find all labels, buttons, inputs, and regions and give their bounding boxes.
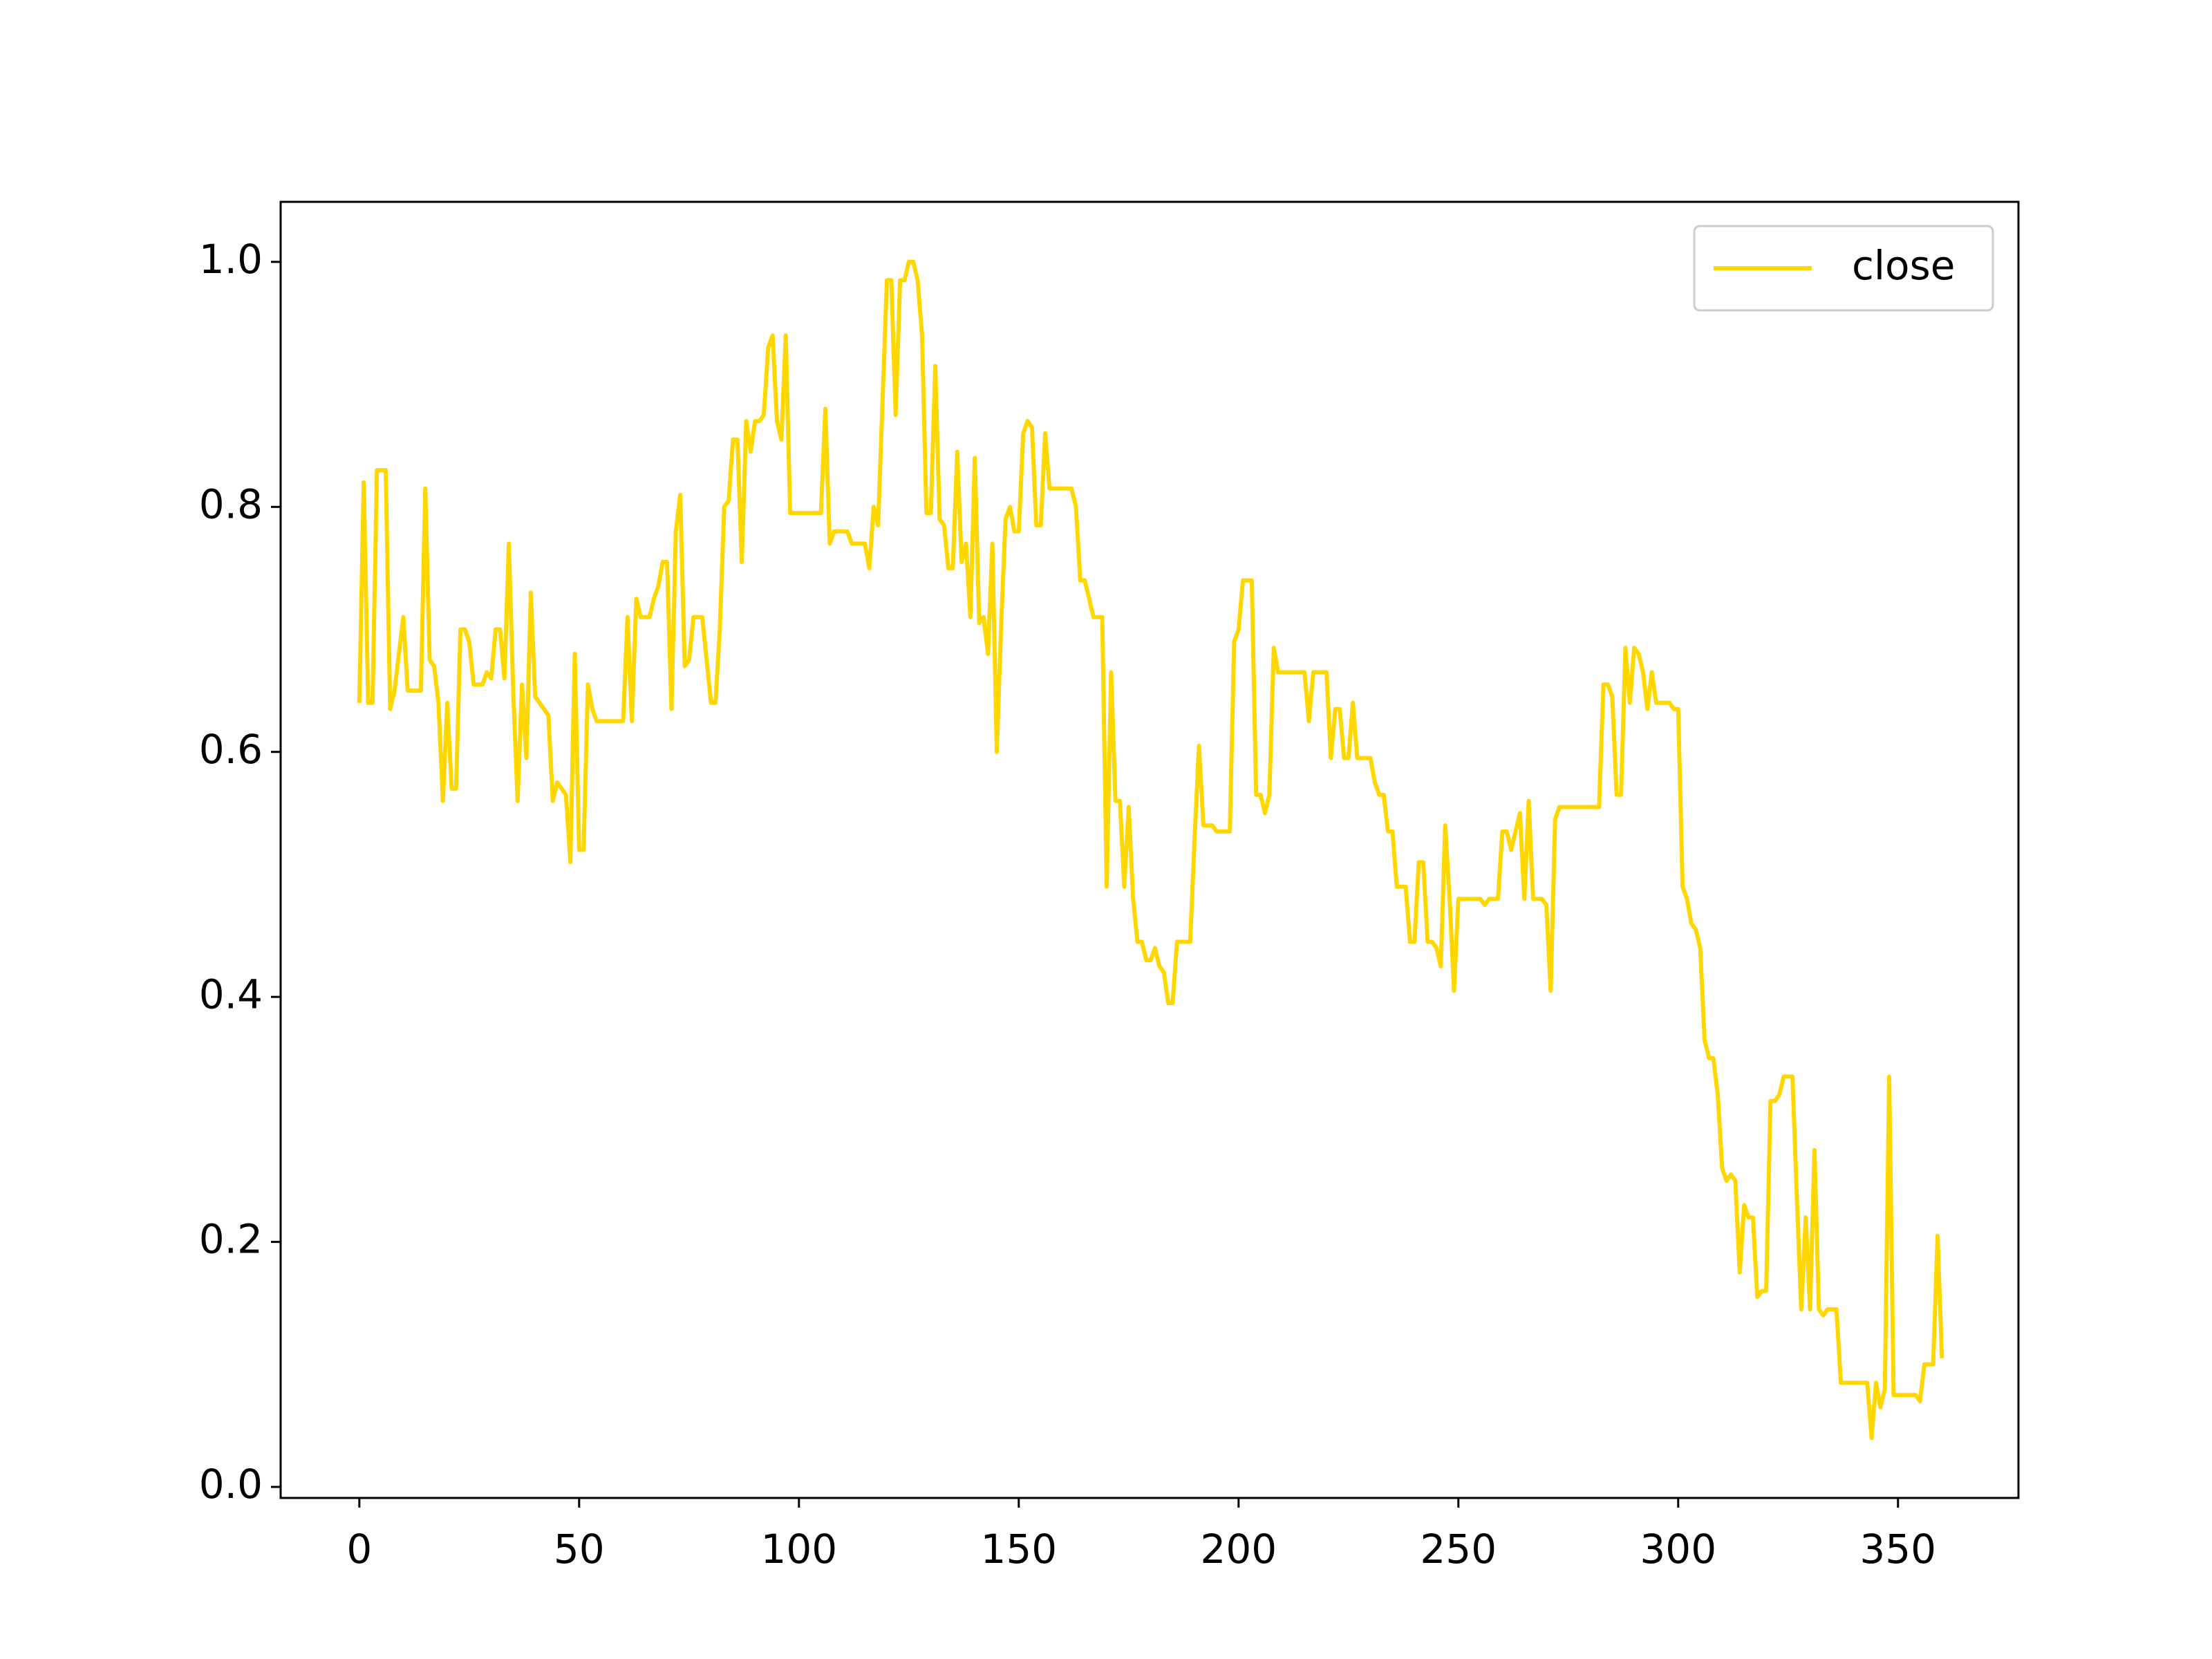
x-tick-label: 300 [1640,1526,1716,1573]
legend-label: close [1852,242,1955,289]
y-tick-label: 0.8 [199,480,263,527]
y-tick-label: 0.4 [199,971,263,1018]
x-tick-label: 250 [1420,1526,1497,1573]
legend-box [1693,225,1994,312]
line-series [357,259,1944,1441]
x-tick-label: 150 [980,1526,1057,1573]
y-tick-label: 1.0 [199,236,263,283]
y-tick-label: 0.0 [199,1461,263,1508]
x-tick-label: 50 [554,1526,605,1573]
x-tick-label: 200 [1200,1526,1277,1573]
x-tick-label: 350 [1859,1526,1936,1573]
x-tick-label: 100 [760,1526,837,1573]
y-tick-label: 0.2 [199,1216,263,1263]
x-tick-label: 0 [346,1526,372,1573]
plot-frame [279,200,2020,1499]
y-tick-label: 0.6 [199,726,263,773]
